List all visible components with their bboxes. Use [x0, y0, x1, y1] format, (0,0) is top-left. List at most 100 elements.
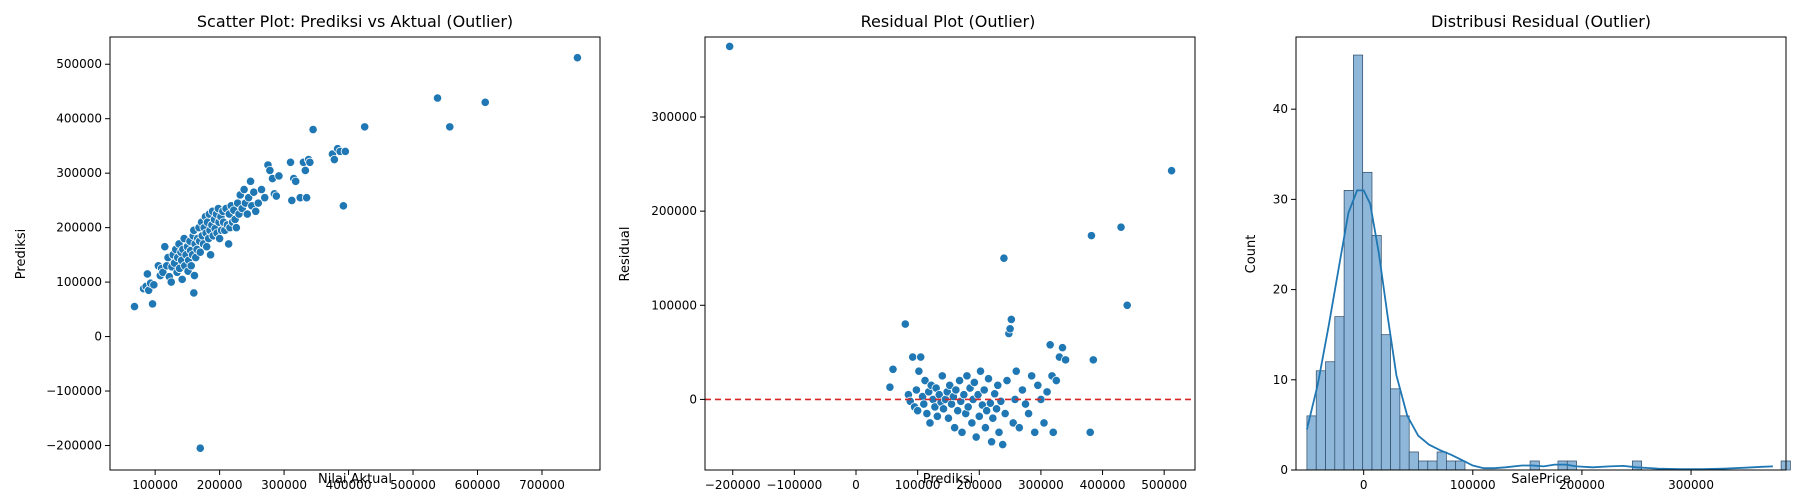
data-point: [202, 242, 212, 252]
y-tick-label: 0: [689, 392, 697, 406]
histogram-bar: [1418, 460, 1429, 471]
scatter-points: [129, 53, 583, 453]
data-point: [913, 406, 923, 416]
histogram-bar: [1631, 460, 1642, 471]
data-point: [996, 396, 1006, 406]
data-point: [975, 366, 986, 376]
data-point: [957, 427, 967, 437]
data-point: [930, 402, 940, 412]
y-tick-label: 100000: [651, 298, 697, 312]
data-point: [195, 443, 205, 453]
data-point: [950, 423, 960, 433]
data-point: [979, 385, 989, 395]
y-tick-label: −200000: [46, 438, 102, 452]
x-tick-label: 400000: [326, 478, 372, 492]
x-tick-label: 200000: [1559, 478, 1605, 492]
data-point: [1042, 387, 1052, 397]
data-point: [242, 209, 252, 219]
data-point: [166, 277, 176, 287]
data-point: [329, 154, 339, 165]
y-tick-label: 200000: [651, 204, 697, 218]
data-point: [149, 280, 159, 290]
data-point: [308, 124, 318, 135]
data-point: [480, 97, 490, 107]
data-point: [991, 404, 1002, 414]
data-point: [186, 261, 196, 271]
data-point: [340, 146, 350, 156]
data-point: [998, 439, 1008, 450]
data-point: [971, 432, 981, 442]
data-point: [160, 242, 170, 252]
y-tick-label: 10: [1273, 373, 1288, 387]
x-tick-label: 300000: [1018, 478, 1064, 492]
x-tick-label: 200000: [956, 478, 1002, 492]
panel-residual: Residual Plot (Outlier) Prediksi Residua…: [618, 12, 1196, 492]
residual-ticks: −200000 −100000 0 100000 200000 300000 400000 5…: [651, 110, 1187, 492]
histogram-bar: [1371, 235, 1382, 471]
y-tick-label: 500000: [56, 57, 102, 71]
chart-title-scatter: Scatter Plot: Prediksi vs Aktual (Outlie…: [197, 12, 513, 31]
y-axis-label-residual: Residual: [618, 227, 633, 282]
data-point: [1006, 314, 1016, 324]
data-point: [142, 269, 152, 279]
histogram-bar: [1380, 334, 1391, 471]
data-point: [1011, 366, 1021, 376]
x-tick-label: 500000: [1141, 478, 1187, 492]
data-point: [987, 437, 997, 447]
data-point: [1039, 418, 1049, 428]
histogram-bar: [1399, 415, 1410, 471]
x-tick-label: −200000: [705, 478, 761, 492]
data-point: [1023, 408, 1034, 419]
data-point: [285, 157, 296, 167]
histogram-ticks: 0 100000 200000 300000 0 10 20 30 40: [1273, 102, 1714, 492]
data-point: [954, 375, 965, 386]
data-point: [1086, 231, 1097, 241]
data-point: [962, 371, 972, 381]
data-point: [129, 302, 140, 312]
data-point: [974, 411, 984, 421]
data-point: [1116, 222, 1126, 232]
x-tick-label: 0: [1360, 478, 1368, 492]
data-point: [725, 41, 735, 52]
data-point: [983, 374, 994, 384]
y-tick-label: 300000: [651, 110, 697, 124]
x-tick-label: 100000: [132, 478, 178, 492]
data-point: [1085, 427, 1095, 437]
data-point: [922, 408, 932, 419]
data-point: [1060, 355, 1071, 365]
y-tick-label: 200000: [56, 221, 102, 235]
chart-title-histogram: Distribusi Residual (Outlier): [1431, 12, 1651, 31]
data-point: [291, 176, 301, 186]
data-point: [990, 389, 1000, 399]
histogram-bar: [1334, 316, 1345, 471]
data-point: [920, 375, 930, 386]
plot-frame-residual: [704, 36, 1196, 471]
x-tick-label: 600000: [455, 478, 501, 492]
kde-curve: [1306, 189, 1773, 470]
x-axis-label-residual: Prediksi: [923, 472, 973, 487]
data-point: [231, 223, 241, 233]
data-point: [1122, 300, 1132, 310]
y-tick-label: −100000: [46, 384, 102, 398]
data-point: [980, 423, 991, 433]
data-point: [215, 233, 225, 244]
data-point: [1048, 427, 1058, 437]
data-point: [572, 53, 583, 63]
data-point: [274, 171, 284, 181]
data-point: [1008, 418, 1018, 428]
data-point: [993, 380, 1003, 390]
data-point: [945, 380, 955, 390]
histogram-bar: [1325, 361, 1336, 471]
data-point: [271, 191, 281, 201]
data-point: [300, 165, 310, 176]
data-point: [938, 404, 949, 414]
scatter-ticks: 100000 200000 300000 400000 500000 600000 7000…: [46, 57, 565, 492]
data-point: [445, 122, 455, 132]
data-point: [360, 122, 370, 132]
data-point: [969, 377, 979, 388]
data-point: [1088, 355, 1098, 365]
data-point: [888, 364, 898, 374]
data-point: [1051, 375, 1061, 386]
data-point: [224, 239, 234, 249]
